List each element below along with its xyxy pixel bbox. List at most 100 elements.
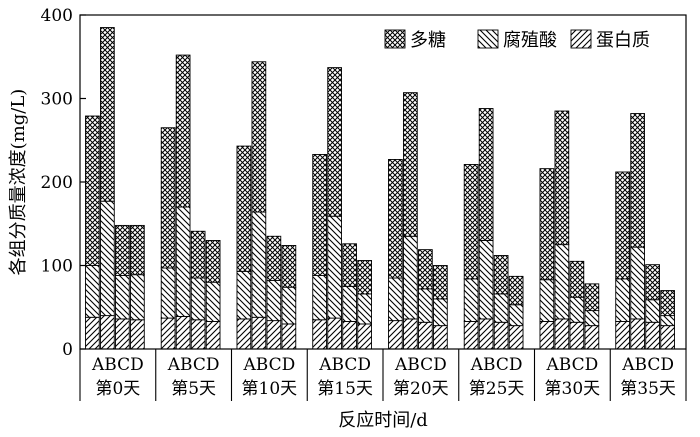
bar-segment-polysaccharide — [433, 265, 448, 300]
bar-segment-polysaccharide — [554, 110, 570, 246]
bar-segment-polysaccharide — [388, 159, 403, 279]
bar-segment-polysaccharide — [130, 224, 145, 276]
legend-swatch — [570, 29, 592, 49]
bars-layer — [85, 27, 675, 350]
bar-segment-polysaccharide — [463, 164, 479, 280]
sub-category-label: ABCD — [318, 355, 371, 375]
bar-segment-polysaccharide — [236, 145, 252, 272]
bar-segment-humic-acid — [130, 274, 145, 321]
bar-segment-protein — [478, 318, 494, 350]
y-tick-label: 0 — [62, 340, 73, 360]
bar-segment-polysaccharide — [493, 255, 509, 295]
bar-segment-polysaccharide — [100, 27, 115, 202]
bar-segment-protein — [403, 318, 418, 350]
bar-segment-humic-acid — [630, 246, 645, 320]
bar-segment-humic-acid — [281, 286, 297, 325]
bar-segment-humic-acid — [312, 275, 327, 321]
bar-segment-protein — [357, 323, 372, 350]
x-axis-groups: ABCD 第0天 ABCD 第5天 ABCD 第10天 ABCD 第15天 ABCD 第20天 AB… — [79, 349, 687, 401]
sub-category-label: ABCD — [470, 355, 523, 375]
bar-segment-protein — [433, 325, 448, 350]
sub-category-label: ABCD — [394, 355, 447, 375]
y-tick-label: 400 — [41, 6, 73, 26]
bar-segment-protein — [508, 325, 524, 350]
bar-segment-humic-acid — [660, 315, 675, 327]
bar-segment-polysaccharide — [342, 243, 357, 287]
bar-segment-polysaccharide — [418, 249, 433, 290]
bar-segment-humic-acid — [342, 285, 357, 322]
bar-segment-polysaccharide — [584, 283, 600, 312]
bar-segment-polysaccharide — [645, 264, 660, 301]
bar-segment-humic-acid — [463, 278, 479, 322]
bar-segment-polysaccharide — [160, 127, 176, 269]
bar-segment-polysaccharide — [403, 92, 418, 237]
bar-segment-polysaccharide — [615, 171, 630, 280]
bar-segment-humic-acid — [433, 298, 448, 327]
bar-segment-humic-acid — [175, 206, 191, 317]
sub-category-label: ABCD — [621, 355, 674, 375]
bar-segment-polysaccharide — [357, 260, 372, 295]
bar-segment-humic-acid — [205, 281, 221, 322]
bar-segment-humic-acid — [403, 235, 418, 320]
x-axis-title: 反应时间/d — [338, 410, 428, 431]
y-tick-label: 300 — [41, 90, 73, 110]
bar-segment-humic-acid — [418, 288, 433, 323]
bar-segment-protein — [342, 320, 357, 350]
bar-segment-humic-acid — [388, 277, 403, 322]
bar-segment-protein — [539, 320, 555, 350]
bar-segment-polysaccharide — [190, 230, 206, 279]
bar-segment-protein — [236, 318, 252, 350]
y-tick-label: 100 — [41, 257, 73, 277]
bar-segment-humic-acid — [190, 277, 206, 321]
bar-segment-humic-acid — [645, 299, 660, 323]
legend-label: 蛋白质 — [596, 30, 650, 51]
group-label: 第25天 — [469, 379, 525, 399]
bar-segment-polysaccharide — [115, 224, 130, 276]
bar-segment-humic-acid — [115, 275, 130, 320]
bar-segment-protein — [205, 320, 221, 350]
bar-segment-humic-acid — [539, 279, 555, 322]
bar-segment-protein — [85, 316, 100, 350]
bar-segment-protein — [160, 317, 176, 350]
bar-segment-protein — [615, 320, 630, 350]
bar-segment-protein — [130, 319, 145, 350]
bar-segment-polysaccharide — [85, 115, 100, 266]
group-label: 第30天 — [545, 379, 601, 399]
bar-segment-humic-acid — [569, 296, 585, 323]
bar-segment-protein — [281, 323, 297, 350]
sub-category-label: ABCD — [243, 355, 296, 375]
bar-segment-protein — [418, 321, 433, 350]
y-axis-title: 各组分质量浓度(mg/L) — [8, 89, 29, 276]
bar-segment-polysaccharide — [251, 61, 267, 213]
bar-segment-protein — [463, 320, 479, 350]
bar-segment-humic-acid — [100, 200, 115, 317]
bar-segment-humic-acid — [554, 244, 570, 320]
group-label: 第20天 — [393, 379, 449, 399]
bar-segment-protein — [251, 316, 267, 350]
bar-segment-protein — [554, 318, 570, 350]
legend-swatch — [477, 29, 499, 49]
bar-segment-polysaccharide — [205, 239, 221, 283]
bar-segment-polysaccharide — [478, 108, 494, 241]
sub-category-label: ABCD — [546, 355, 599, 375]
legend-label: 腐殖酸 — [503, 29, 557, 51]
legend-swatch — [384, 29, 406, 49]
bar-segment-polysaccharide — [539, 168, 555, 281]
group-label: 第15天 — [317, 379, 373, 399]
group-label: 第35天 — [620, 379, 676, 399]
bar-segment-protein — [115, 318, 130, 350]
bar-segment-humic-acid — [478, 239, 494, 320]
legend: 多糖 腐殖酸 蛋白质 — [384, 29, 650, 51]
bar-segment-protein — [190, 319, 206, 350]
legend-label: 多糖 — [410, 30, 446, 51]
sub-category-label: ABCD — [91, 355, 144, 375]
bar-segment-humic-acid — [160, 267, 176, 319]
bar-segment-polysaccharide — [327, 67, 342, 217]
bar-segment-polysaccharide — [175, 54, 191, 208]
bar-segment-polysaccharide — [312, 153, 327, 276]
sub-category-label: ABCD — [167, 355, 220, 375]
bar-segment-humic-acid — [251, 211, 267, 318]
bar-segment-polysaccharide — [281, 245, 297, 288]
bar-segment-protein — [584, 325, 600, 350]
